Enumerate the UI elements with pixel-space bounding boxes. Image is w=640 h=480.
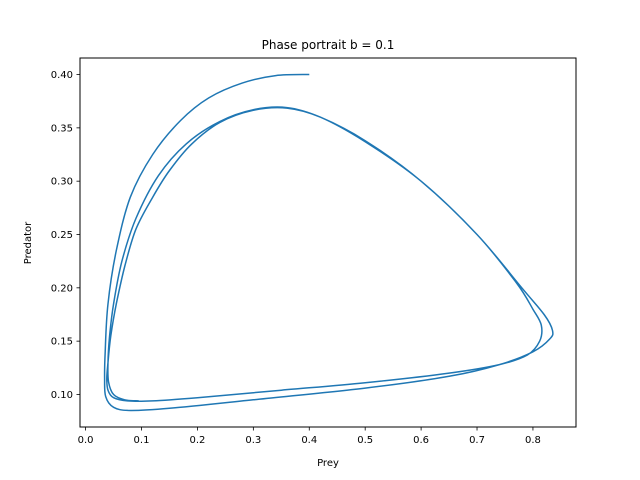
x-tick-label: 0.8 — [525, 435, 541, 446]
y-tick-label: 0.25 — [51, 230, 73, 241]
y-tick-label: 0.35 — [51, 123, 73, 134]
plot-area — [79, 57, 577, 428]
y-tick-label: 0.10 — [51, 390, 73, 401]
series-line — [103, 73, 554, 412]
x-axis-label: Prey — [317, 458, 339, 469]
x-tick-label: 0.4 — [301, 435, 317, 446]
y-tick-label: 0.20 — [51, 283, 73, 294]
x-tick-label: 0.5 — [357, 435, 373, 446]
y-axis-label: Predator — [23, 221, 34, 264]
x-tick-label: 0.7 — [469, 435, 485, 446]
y-tick-label: 0.30 — [51, 177, 73, 188]
y-tick-label: 0.40 — [51, 70, 73, 81]
x-tick-label: 0.1 — [134, 435, 150, 446]
y-tick-label: 0.15 — [51, 337, 73, 348]
x-tick-label: 0.0 — [78, 435, 94, 446]
axes-frame — [79, 57, 577, 428]
y-axis-ticks: 0.10 0.15 0.20 0.25 0.30 0.35 0.40 — [51, 70, 80, 401]
x-tick-label: 0.3 — [245, 435, 261, 446]
x-axis-ticks: 0.0 0.1 0.2 0.3 0.4 0.5 0.6 0.7 0.8 — [78, 427, 541, 446]
chart-title: Phase portrait b = 0.1 — [262, 38, 395, 52]
x-tick-label: 0.6 — [413, 435, 429, 446]
x-tick-label: 0.2 — [189, 435, 205, 446]
